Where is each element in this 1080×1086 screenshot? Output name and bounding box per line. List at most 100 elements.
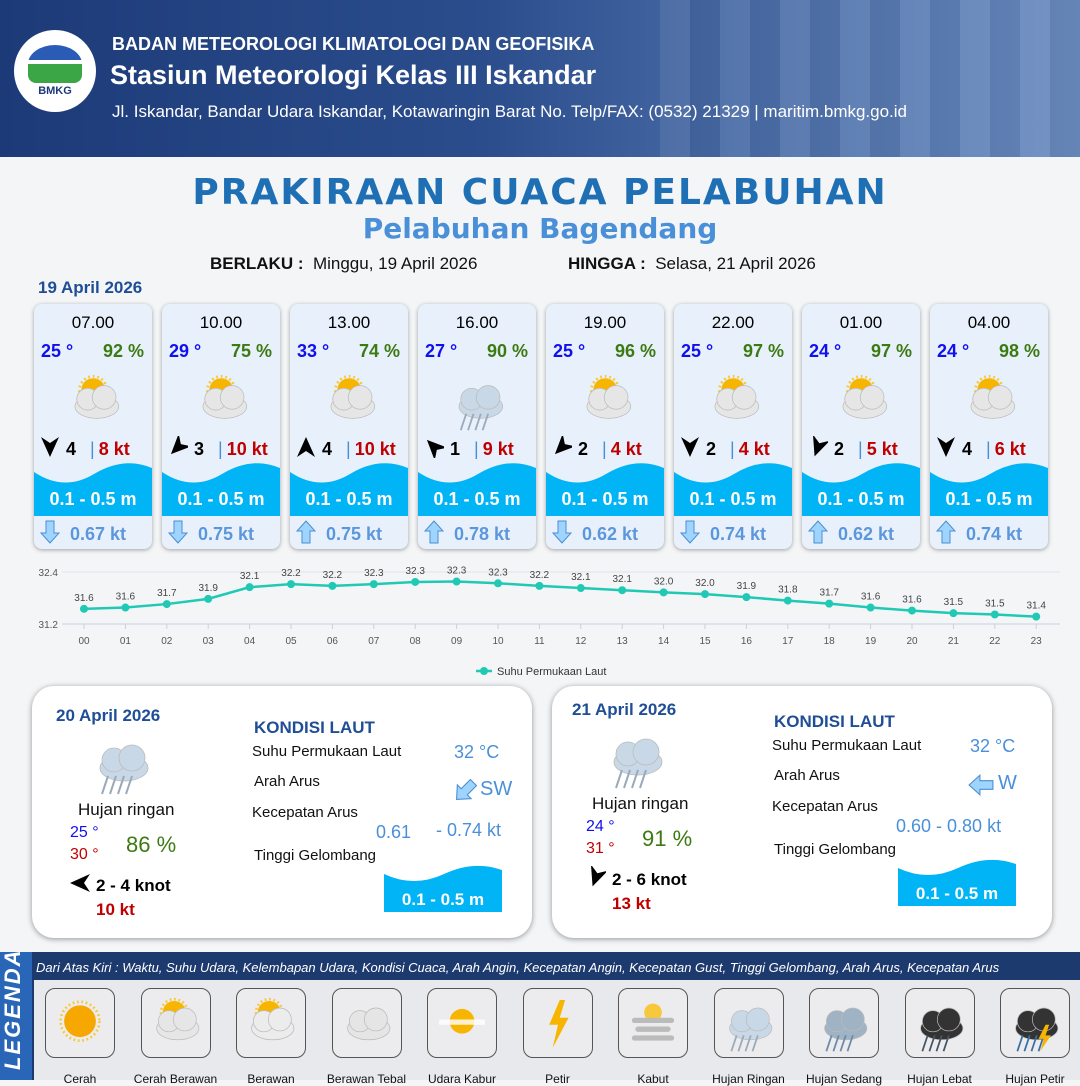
wind-direction-icon <box>808 436 828 463</box>
data-point <box>535 581 544 590</box>
cerah-berawan-icon <box>62 370 128 430</box>
legend-item-label: Hujan Lebat <box>907 1072 972 1086</box>
forecast-card: 10.00 29 ° 75 % 3 | 10 kt 0.1 - 0.5 m 0.75… <box>162 304 280 549</box>
series-line <box>83 580 1037 618</box>
wind-direction-icon <box>168 436 188 463</box>
x-tick-label: 17 <box>782 636 794 647</box>
wave-shape <box>384 865 502 912</box>
current-speed: 0.75 kt <box>326 524 383 544</box>
current-direction: W <box>998 772 1017 794</box>
sst-value: 32 °C <box>454 742 500 762</box>
x-tick-label: 10 <box>492 636 504 647</box>
card-temperature: 29 ° <box>169 341 202 361</box>
current-speed: 0.61 <box>376 822 412 842</box>
data-point <box>783 596 792 605</box>
y-tick-label: 32.4 <box>39 568 59 579</box>
gust-speed: 6 kt <box>994 439 1026 459</box>
wave-shape <box>290 463 408 516</box>
data-point <box>908 606 916 615</box>
legend-item: Hujan Petir <box>989 988 1080 1086</box>
x-tick-label: 14 <box>658 636 670 647</box>
data-point <box>742 593 751 602</box>
forecast-card: 04.00 24 ° 98 % 4 | 6 kt 0.1 - 0.5 m 0.74 … <box>930 304 1048 549</box>
port-name: Pelabuhan Bagendang <box>362 212 718 245</box>
data-point <box>494 579 502 588</box>
wave-height: 0.1 - 0.5 m <box>401 890 485 909</box>
org-name: BADAN METEOROLOGI KLIMATOLOGI DAN GEOFIS… <box>112 34 595 54</box>
data-point <box>618 586 627 595</box>
forecast-card: 07.00 25 ° 92 % 4 | 8 kt 0.1 - 0.5 m 0.67 … <box>34 304 152 549</box>
card-temperature: 25 ° <box>553 341 586 361</box>
legend-item: Hujan Lebat <box>894 988 986 1086</box>
card-time: 04.00 <box>967 313 1011 332</box>
data-point <box>949 609 958 618</box>
card-wave-height: 0.1 - 0.5 m <box>945 489 1033 509</box>
data-point <box>866 603 875 612</box>
card-current: 0.62 kt <box>807 520 894 549</box>
sst-label: Suhu Permukaan Laut <box>252 743 402 760</box>
card-time: 22.00 <box>711 313 755 332</box>
card-wind: 4 | 10 kt <box>296 436 404 463</box>
wind-speed: 4 <box>322 439 333 459</box>
legend-item-label: Hujan Sedang <box>805 1072 883 1086</box>
card-temperature: 24 ° <box>937 341 970 361</box>
legend-item: Berawan Tebal <box>321 988 413 1086</box>
data-label: 31.6 <box>861 592 881 603</box>
cerah-berawan-icon <box>574 370 640 430</box>
x-tick-label: 09 <box>451 636 463 647</box>
wave-height-label: Tinggi Gelombang <box>774 841 897 858</box>
legend-item-label: Petir <box>545 1072 570 1086</box>
wind-direction-icon <box>552 436 572 463</box>
x-tick-label: 00 <box>78 636 90 647</box>
header-banner: BMKG BADAN METEOROLOGI KLIMATOLOGI DAN G… <box>0 0 1080 157</box>
legend-item-label: Cerah <box>63 1072 97 1086</box>
x-tick-label: 20 <box>906 636 918 647</box>
data-point <box>369 580 378 589</box>
legend-item-label: Berawan <box>247 1072 295 1086</box>
current-speed-label: Kecepatan Arus <box>772 798 878 815</box>
current-speed-label: Kecepatan Arus <box>252 804 358 821</box>
card-current: 0.62 kt <box>551 520 638 549</box>
card-wind: 2 | 4 kt <box>552 436 660 463</box>
cerah-berawan-icon <box>958 370 1024 430</box>
y-tick-label: 31.2 <box>39 620 59 631</box>
x-tick-label: 07 <box>368 636 380 647</box>
data-point <box>1032 612 1041 621</box>
card-time: 10.00 <box>199 313 243 332</box>
hujan-ringan-icon <box>604 722 668 795</box>
panel-date: 21 April 2026 <box>572 700 677 719</box>
current-direction-arrow-icon <box>968 772 994 803</box>
current-down-arrow-icon <box>167 520 198 549</box>
card-wave-height: 0.1 - 0.5 m <box>817 489 905 509</box>
wave-shape <box>674 463 792 516</box>
wave-shape <box>898 859 1016 906</box>
current-speed: 0.75 kt <box>198 524 255 544</box>
udara-kabur-icon <box>427 988 497 1058</box>
legend-item-label: Udara Kabur <box>427 1072 497 1086</box>
cerah-berawan-icon <box>190 370 256 430</box>
data-label: 31.7 <box>819 588 839 599</box>
sst-chart: 32.4 31.2 31.6 00 31.6 01 31.7 02 31.9 03 32.1 04 32… <box>39 566 1060 678</box>
hujan-petir-icon <box>1000 988 1070 1058</box>
forecast-card: 13.00 33 ° 74 % 4 | 10 kt 0.1 - 0.5 m 0.75… <box>290 304 408 549</box>
forecast-card: 16.00 27 ° 90 % 1 | 9 kt 0.1 - 0.5 m 0.78 … <box>418 304 536 549</box>
legend-item-label: Hujan Ringan <box>712 1072 785 1086</box>
valid-to: HINGGA : Selasa, 21 April 2026 <box>568 254 816 273</box>
valid-from: BERLAKU : Minggu, 19 April 2026 <box>210 254 478 273</box>
card-humidity: 97 % <box>870 341 912 361</box>
wave-shape <box>930 463 1048 516</box>
data-label: 31.5 <box>944 597 964 608</box>
legend-item: Udara Kabur <box>416 988 508 1086</box>
current-speed: 0.74 kt <box>966 524 1023 544</box>
data-point <box>287 580 295 589</box>
humidity: 86 % <box>126 832 177 857</box>
data-point <box>576 584 585 593</box>
current-up-arrow-icon <box>935 520 966 549</box>
panel-date: 20 April 2026 <box>56 706 161 725</box>
data-label: 32.3 <box>364 568 384 579</box>
card-time: 16.00 <box>455 313 499 332</box>
cerah-berawan-icon <box>318 370 384 430</box>
data-label: 31.4 <box>1026 601 1046 612</box>
data-point <box>452 577 461 586</box>
card-time: 01.00 <box>839 313 883 332</box>
